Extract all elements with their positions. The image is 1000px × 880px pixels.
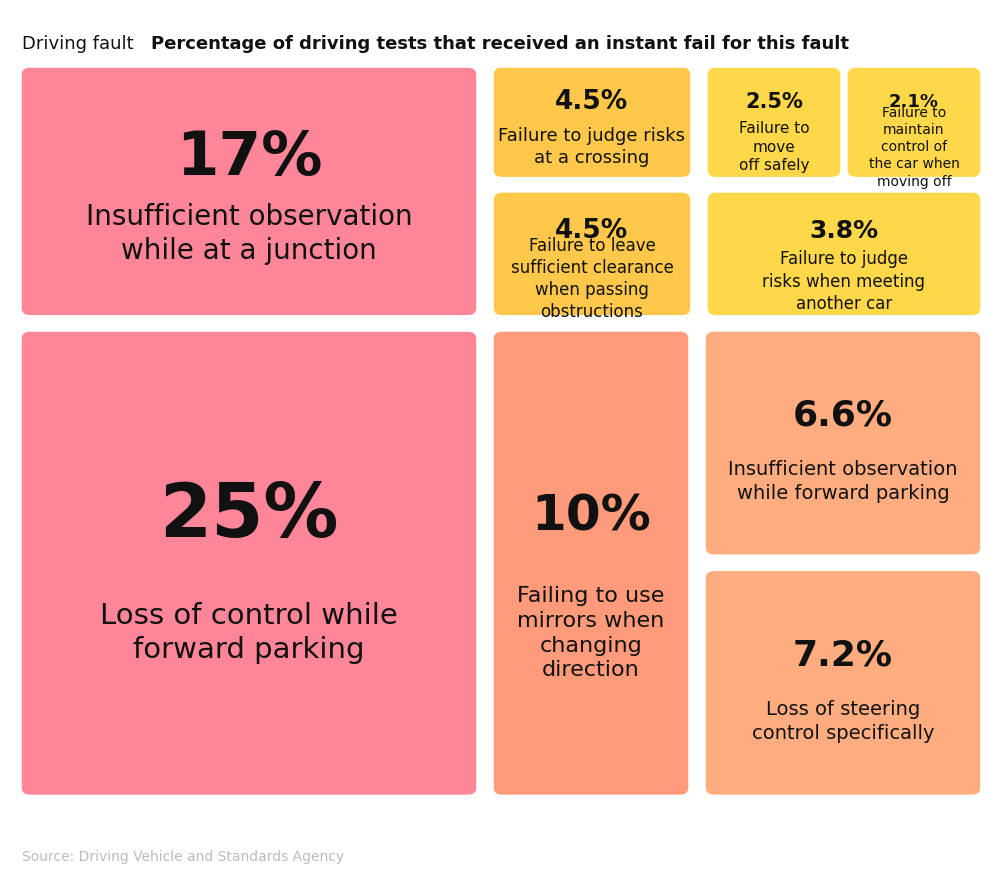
Text: Failure to judge risks
at a crossing: Failure to judge risks at a crossing (498, 127, 686, 167)
Text: Loss of control while
forward parking: Loss of control while forward parking (100, 602, 398, 664)
Text: 2.5%: 2.5% (745, 92, 803, 112)
FancyBboxPatch shape (492, 191, 692, 317)
Text: Insufficient observation
while at a junction: Insufficient observation while at a junc… (86, 202, 412, 266)
Text: 4.5%: 4.5% (555, 89, 629, 115)
Text: 25%: 25% (159, 480, 339, 553)
Text: Percentage of driving tests that received an instant fail for this fault: Percentage of driving tests that receive… (151, 35, 849, 53)
Text: 3.8%: 3.8% (809, 219, 879, 243)
FancyBboxPatch shape (492, 330, 690, 796)
Text: Failure to judge
risks when meeting
another car: Failure to judge risks when meeting anot… (763, 251, 926, 312)
Text: Driving fault: Driving fault (22, 35, 134, 53)
Text: Source: Driving Vehicle and Standards Agency: Source: Driving Vehicle and Standards Ag… (22, 850, 344, 864)
Text: Loss of steering
control specifically: Loss of steering control specifically (752, 700, 934, 743)
Text: 17%: 17% (176, 129, 322, 188)
Text: 2.1%: 2.1% (889, 93, 939, 111)
FancyBboxPatch shape (704, 330, 982, 556)
FancyBboxPatch shape (706, 66, 842, 179)
FancyBboxPatch shape (492, 66, 692, 179)
Text: Insufficient observation
while forward parking: Insufficient observation while forward p… (728, 460, 958, 502)
Text: Failure to
move
off safely: Failure to move off safely (739, 121, 809, 173)
FancyBboxPatch shape (20, 330, 478, 796)
Text: 6.6%: 6.6% (793, 399, 893, 433)
FancyBboxPatch shape (704, 569, 982, 796)
FancyBboxPatch shape (20, 66, 478, 317)
Text: Failing to use
mirrors when
changing
direction: Failing to use mirrors when changing dir… (517, 586, 665, 680)
Text: Failure to
maintain
control of
the car when
moving off: Failure to maintain control of the car w… (869, 106, 959, 188)
Text: Failure to leave
sufficient clearance
when passing
obstructions: Failure to leave sufficient clearance wh… (511, 237, 673, 321)
Text: 7.2%: 7.2% (793, 639, 893, 672)
FancyBboxPatch shape (846, 66, 982, 179)
Text: 10%: 10% (531, 493, 651, 540)
Text: 4.5%: 4.5% (555, 218, 629, 245)
FancyBboxPatch shape (706, 191, 982, 317)
